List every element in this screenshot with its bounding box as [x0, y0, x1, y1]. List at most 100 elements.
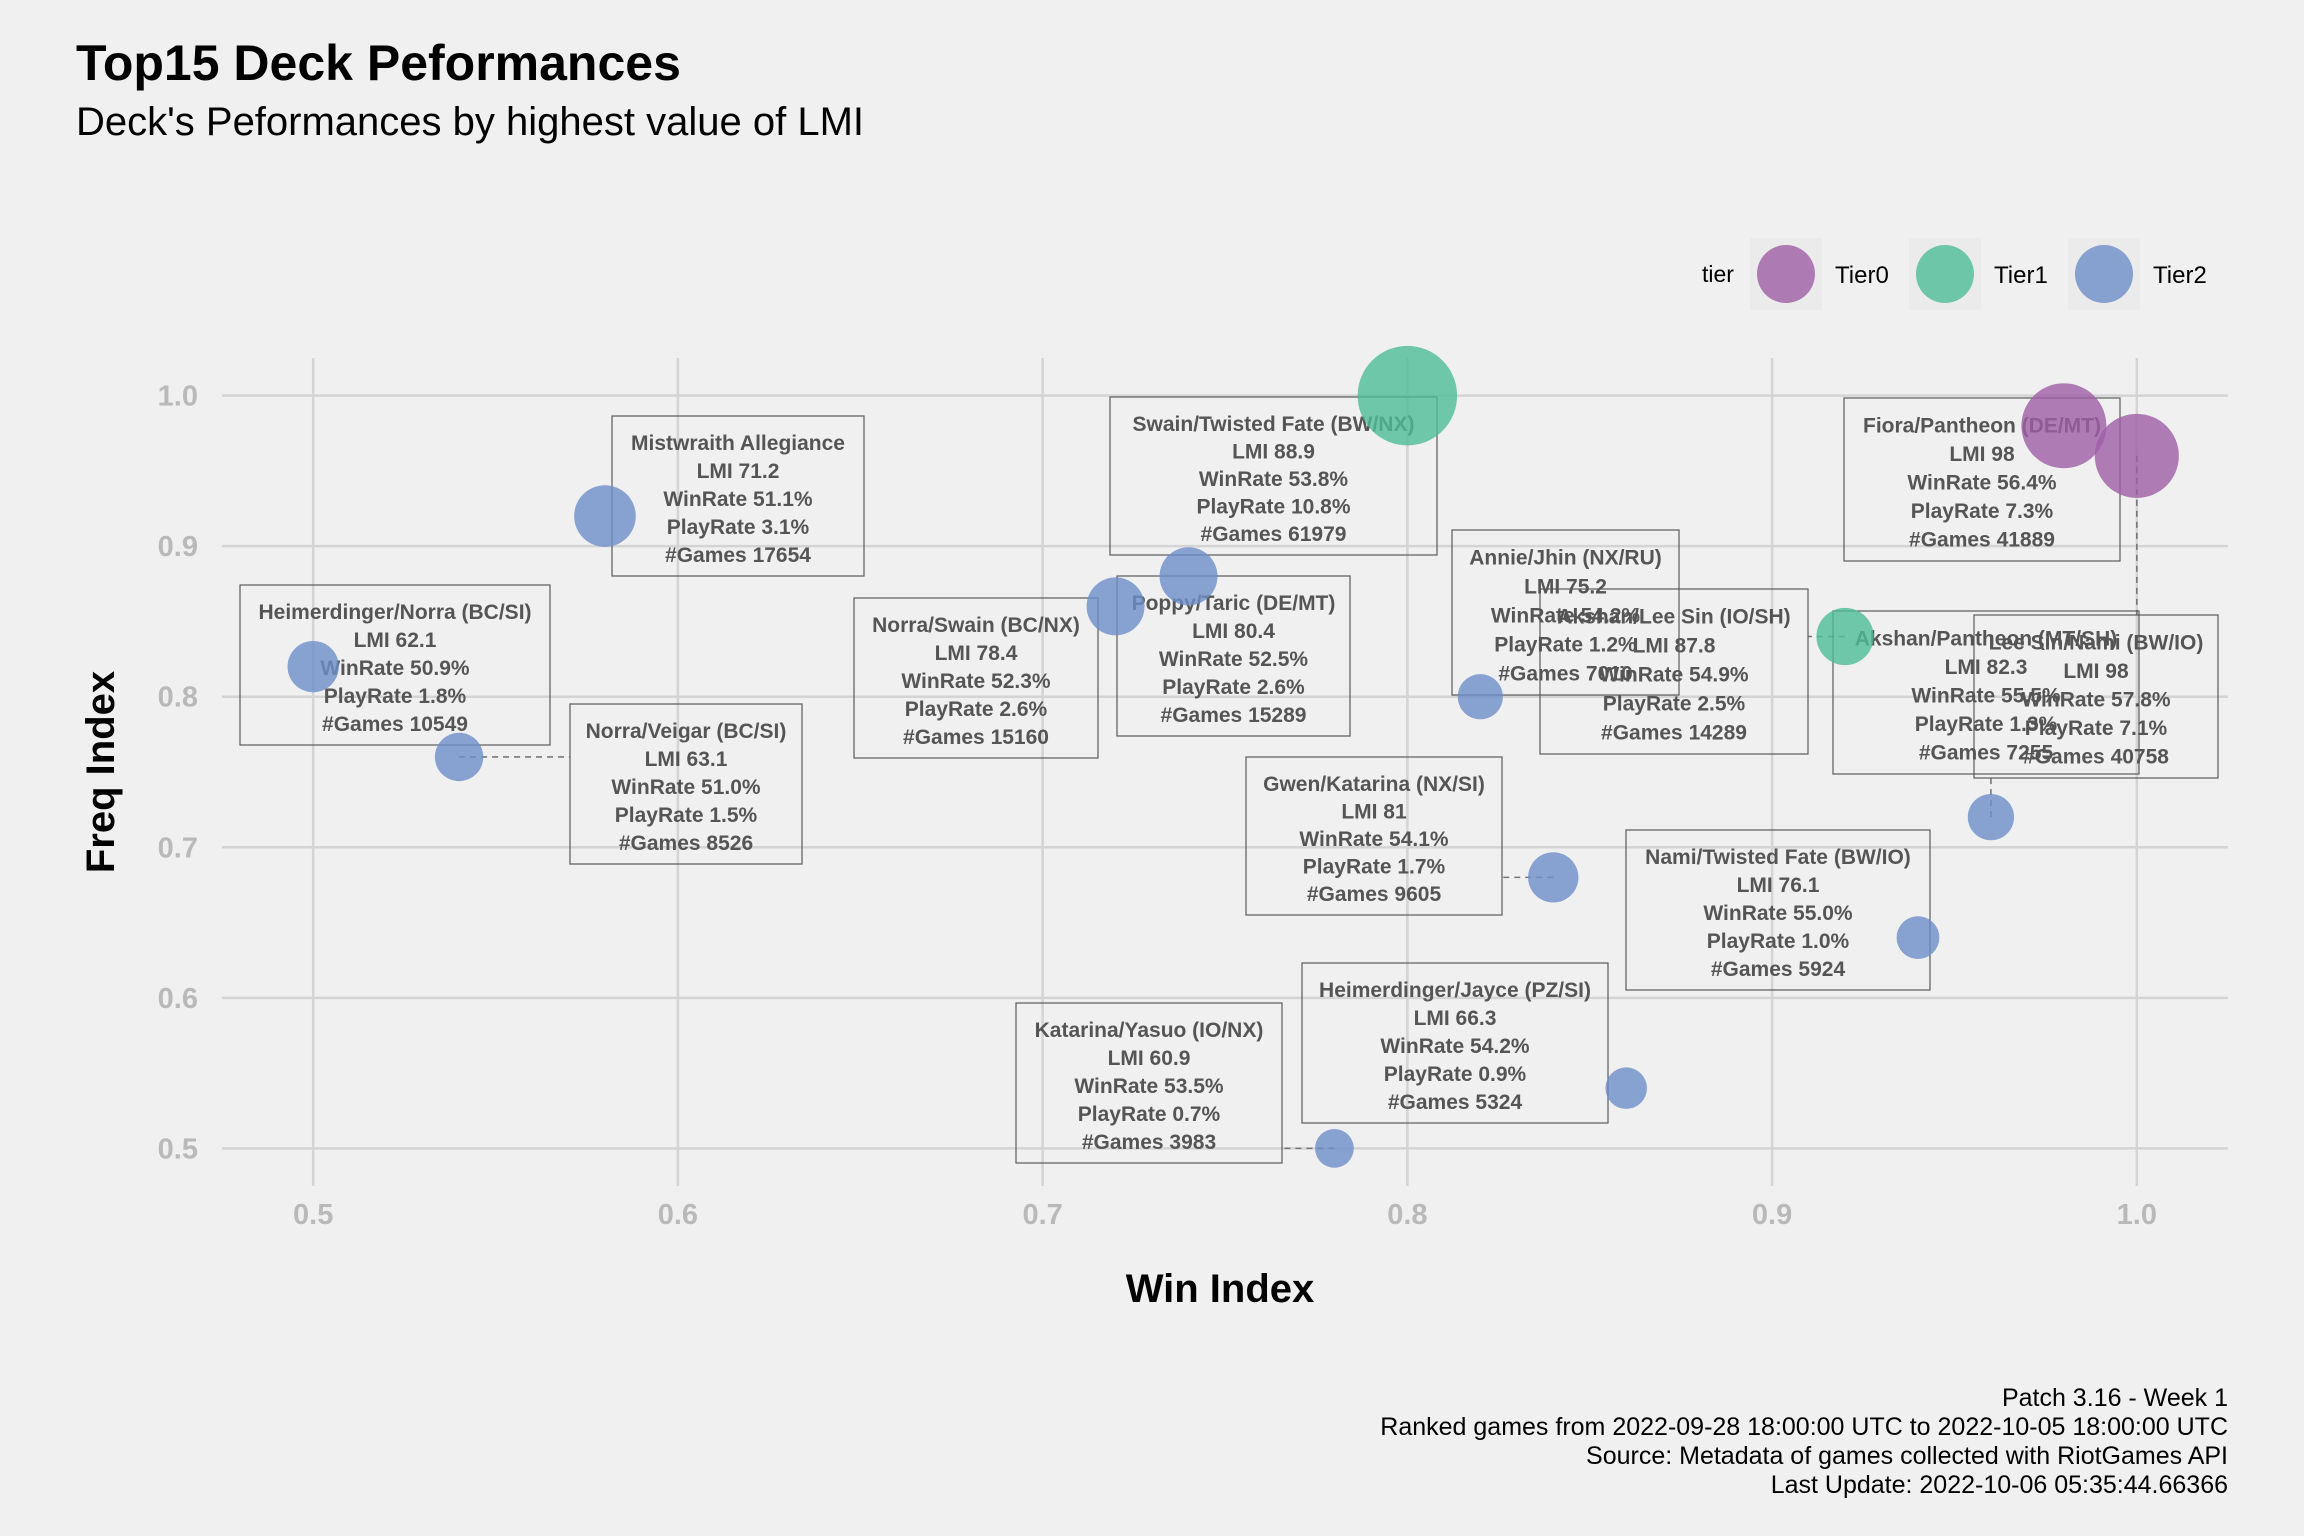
point-label-stat: LMI 63.1 [645, 748, 728, 771]
data-point [1357, 345, 1458, 446]
data-point [2094, 413, 2179, 498]
point-label-box [1245, 756, 1503, 916]
point-label: Norra/Veigar (BC/SI) LMI 63.1 WinRate 51.0… [569, 703, 803, 865]
point-label-stat: PlayRate 2.5% [1603, 693, 1746, 716]
y-tick-label: 0.7 [158, 832, 198, 864]
legend-label: Tier0 [1835, 262, 1889, 289]
data-point [1967, 794, 2015, 841]
caption: Patch 3.16 - Week 1 Ranked games from 20… [1380, 1384, 2228, 1500]
point-label-deck: Lee Sin/Nami (BW/IO) [1989, 631, 2204, 654]
point-label-stat: PlayRate 1.3% [1915, 713, 2058, 736]
legend-item: Tier0 [1750, 238, 1889, 310]
point-label: Akshan/Lee Sin (IO/SH) LMI 87.8 WinRate 54… [1539, 588, 1809, 755]
point-label-stat: LMI 81 [1341, 800, 1407, 823]
point-label-stat: #Games 10549 [322, 713, 468, 736]
legend-item: Tier1 [1909, 238, 2048, 310]
point-label-stat: WinRate 55.0% [1703, 902, 1853, 925]
points [287, 345, 2179, 1168]
point-label-deck: Katarina/Yasuo (IO/NX) [1035, 1019, 1264, 1042]
point-label: Akshan/Pantheon (MT/SH) LMI 82.3 WinRate 5… [1832, 610, 2140, 775]
point-label-deck: Poppy/Taric (DE/MT) [1132, 592, 1336, 615]
point-label-stat: LMI 98 [1949, 443, 2015, 466]
point-label-stat: LMI 60.9 [1108, 1047, 1191, 1070]
x-tick-label: 0.6 [658, 1199, 698, 1231]
chart-subtitle: Deck's Peformances by highest value of L… [76, 100, 865, 144]
point-label-box [1539, 588, 1809, 755]
legend-key [2075, 245, 2133, 303]
point-label-deck: Nami/Twisted Fate (BW/IO) [1645, 846, 1911, 869]
point-label-deck: Akshan/Lee Sin (IO/SH) [1557, 606, 1790, 629]
point-label-deck: Gwen/Katarina (NX/SI) [1263, 773, 1485, 796]
point-label-stat: PlayRate 1.8% [324, 685, 467, 708]
point-label-stat: #Games 7255 [1919, 742, 2054, 765]
point-label-deck: Mistwraith Allegiance [631, 432, 845, 455]
point-label-stat: WinRate 53.8% [1199, 468, 1349, 491]
legend-label: Tier1 [1994, 262, 2048, 289]
point-label-stat: PlayRate 1.7% [1303, 856, 1446, 879]
point-label: Nami/Twisted Fate (BW/IO) LMI 76.1 WinRate… [1625, 829, 1931, 991]
point-label-stat: #Games 7010 [1498, 663, 1632, 686]
point-label-stat: LMI 80.4 [1192, 620, 1275, 643]
data-point [434, 732, 484, 782]
point-label-stat: WinRate 50.9% [320, 657, 470, 680]
point-label-stat: #Games 9605 [1307, 883, 1442, 906]
point-label-stat: WinRate 52.5% [1159, 648, 1309, 671]
point-label-stat: PlayRate 1.0% [1707, 930, 1850, 953]
point-label-stat: PlayRate 7.3% [1911, 500, 2054, 523]
data-point [1457, 674, 1503, 720]
point-label: Norra/Swain (BC/NX) LMI 78.4 WinRate 52.3%… [853, 597, 1099, 759]
point-label-stat: WinRate 54.1% [1299, 828, 1449, 851]
legend-key [1757, 245, 1815, 303]
y-tick-label: 0.8 [158, 682, 198, 714]
point-label-stat: PlayRate 2.6% [1162, 676, 1305, 699]
data-point [1816, 607, 1874, 666]
point-label-stat: LMI 78.4 [935, 642, 1018, 665]
point-label: Swain/Twisted Fate (BW/NX) LMI 88.9 WinRat… [1109, 396, 1438, 556]
x-tick-label: 0.9 [1752, 1199, 1792, 1231]
point-label: Heimerdinger/Norra (BC/SI) LMI 62.1 WinRat… [239, 584, 551, 746]
point-label-stat: WinRate 53.5% [1074, 1075, 1224, 1098]
data-point [574, 485, 636, 547]
y-tick-label: 0.9 [158, 531, 198, 563]
data-point [1605, 1067, 1647, 1109]
caption-line: Patch 3.16 - Week 1 [2001, 1384, 2228, 1412]
point-label-stat: WinRate 54.2% [1380, 1035, 1530, 1058]
point-label-stat: PlayRate 2.6% [905, 698, 1048, 721]
point-label-stat: LMI 76.1 [1737, 874, 1820, 897]
y-tick-label: 0.5 [158, 1133, 198, 1165]
point-label-stat: #Games 5324 [1388, 1091, 1523, 1114]
y-tick-label: 1.0 [158, 381, 198, 413]
data-point [287, 640, 339, 693]
x-axis-label: Win Index [1126, 1267, 1315, 1311]
point-label-stat: LMI 87.8 [1633, 635, 1716, 658]
point-label-deck: Akshan/Pantheon (MT/SH) [1855, 627, 2118, 650]
y-tick-label: 0.6 [158, 983, 198, 1015]
point-label-stat: PlayRate 7.1% [2025, 717, 2168, 740]
point-label: Katarina/Yasuo (IO/NX) LMI 60.9 WinRate 53… [1015, 1002, 1283, 1164]
point-label-box [1109, 396, 1438, 556]
point-label-box [1451, 529, 1680, 696]
point-label: Poppy/Taric (DE/MT) LMI 80.4 WinRate 52.5%… [1116, 575, 1351, 737]
data-point [1086, 577, 1145, 636]
point-label-box [1973, 614, 2219, 779]
point-label-stat: #Games 61979 [1201, 523, 1347, 546]
data-point [1315, 1128, 1354, 1168]
caption-line: Last Update: 2022-10-06 05:35:44.66366 [1770, 1471, 2228, 1499]
point-label: Annie/Jhin (NX/RU) LMI 75.2 WinRate 54.2% P… [1451, 529, 1680, 696]
point-label-stat: PlayRate 1.2% [1494, 634, 1637, 657]
x-tick-label: 0.5 [293, 1199, 333, 1231]
point-label-box [1116, 575, 1351, 737]
point-label-deck: Norra/Swain (BC/NX) [872, 614, 1080, 637]
point-label-deck: Annie/Jhin (NX/RU) [1469, 547, 1662, 570]
y-axis-label: Freq Index [79, 671, 123, 873]
point-label-box [569, 703, 803, 865]
point-label-stat: #Games 3983 [1082, 1131, 1216, 1154]
point-label-box [1015, 1002, 1283, 1164]
point-label-box [1832, 610, 2140, 775]
point-label-stat: #Games 8526 [619, 832, 753, 855]
point-label: Heimerdinger/Jayce (PZ/SI) LMI 66.3 WinRat… [1301, 962, 1609, 1124]
point-label-stat: LMI 98 [2063, 660, 2129, 683]
point-label-stat: WinRate 56.4% [1907, 472, 2057, 495]
point-label: Gwen/Katarina (NX/SI) LMI 81 WinRate 54.1%… [1245, 756, 1503, 916]
